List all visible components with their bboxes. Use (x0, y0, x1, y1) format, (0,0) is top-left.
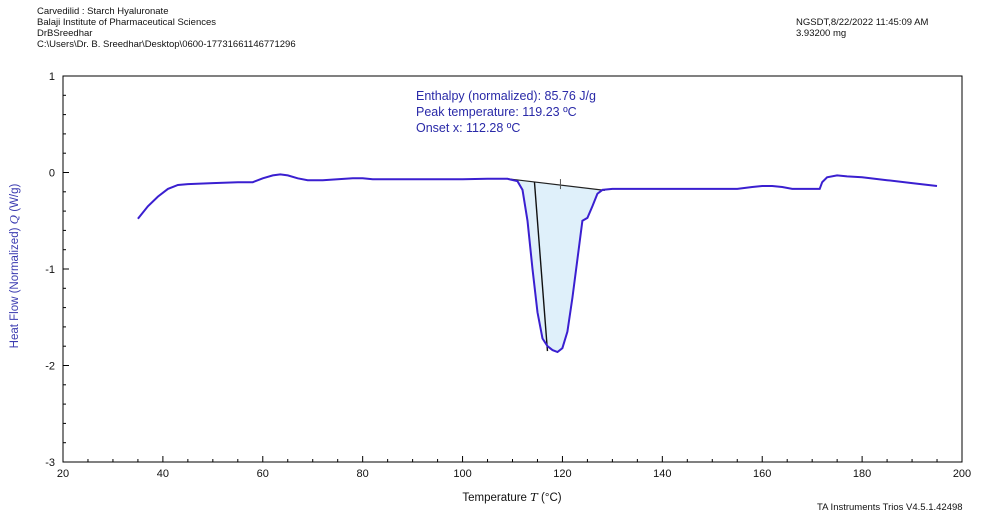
software-version: TA Instruments Trios V4.5.1.42498 (817, 502, 963, 513)
operator-name: DrBSreedhar (37, 28, 93, 39)
x-tick-label: 100 (453, 468, 471, 480)
instrument-datetime: NGSDT,8/22/2022 11:45:09 AM (796, 17, 929, 28)
peak-temperature-annotation: Peak temperature: 119.23 ºC (416, 105, 577, 119)
onset-tangent-line (533, 182, 549, 352)
enthalpy-annotation: Enthalpy (normalized): 85.76 J/g (416, 89, 596, 103)
y-axis-ticks: -3 -2 -1 0 1 (45, 71, 69, 469)
x-tick-label: 80 (357, 468, 369, 480)
y-axis-title: Heat Flow (Normalized) Q (W/g) (7, 183, 21, 348)
x-tick-label: 60 (257, 468, 269, 480)
x-tick-label: 20 (57, 468, 69, 480)
x-tick-label: 40 (157, 468, 169, 480)
sample-name: Carvedilid : Starch Hyaluronate (37, 6, 169, 17)
y-tick-label: -2 (45, 361, 55, 373)
heat-flow-curve (137, 173, 938, 354)
x-tick-label: 180 (853, 468, 871, 480)
y-axis-title-prefix: Heat Flow (Normalized) (9, 227, 21, 348)
x-tick-label: 140 (653, 468, 671, 480)
peak-integration-fill (507, 178, 605, 352)
sample-mass: 3.93200 mg (796, 28, 847, 39)
file-path: C:\Users\Dr. B. Sreedhar\Desktop\0600-17… (37, 39, 296, 50)
x-axis-title-symbol: T (530, 490, 539, 504)
x-tick-label: 200 (953, 468, 971, 480)
y-tick-label: 0 (49, 168, 55, 180)
y-tick-label: -3 (45, 457, 55, 469)
x-axis-title-prefix: Temperature (462, 492, 527, 504)
x-tick-label: 120 (553, 468, 571, 480)
header-info: Carvedilid : Starch Hyaluronate Balaji I… (37, 6, 296, 50)
x-tick-label: 160 (753, 468, 771, 480)
y-tick-label: -1 (45, 264, 55, 276)
y-tick-label: 1 (49, 71, 55, 83)
x-axis-title: Temperature T (°C) (462, 490, 561, 504)
x-axis-ticks: 20 40 60 80 100 120 140 160 180 200 (57, 456, 971, 480)
y-axis-title-symbol: Q (7, 214, 21, 224)
integration-baseline (507, 178, 605, 191)
y-axis-title-unit: (W/g) (9, 183, 21, 211)
x-axis-title-unit: (°C) (541, 492, 562, 504)
institute-name: Balaji Institute of Pharmaceutical Scien… (37, 17, 217, 28)
onset-annotation: Onset x: 112.28 ºC (416, 121, 520, 135)
run-info: NGSDT,8/22/2022 11:45:09 AM 3.93200 mg (796, 17, 928, 39)
